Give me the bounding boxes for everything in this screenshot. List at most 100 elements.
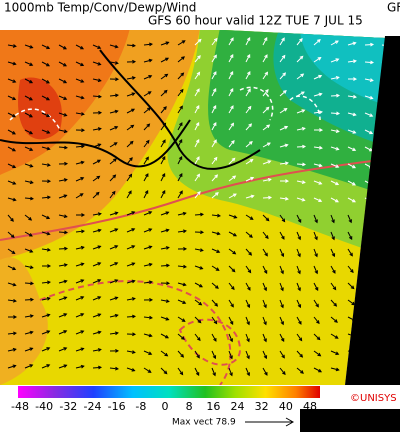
wind-arrow	[160, 57, 169, 63]
wind-arrowhead	[282, 90, 287, 94]
wind-arrow	[347, 282, 355, 289]
wind-arrowhead	[284, 125, 289, 130]
wind-arrow	[24, 364, 33, 369]
wind-arrow	[126, 297, 135, 301]
wind-arrow	[75, 44, 84, 50]
wind-arrowhead	[318, 74, 323, 79]
wind-arrow	[245, 214, 254, 220]
wind-arrow	[92, 348, 101, 352]
wind-arrowhead	[297, 270, 301, 275]
wind-arrow	[347, 60, 356, 63]
wind-arrowhead	[369, 113, 374, 117]
wind-arrow	[75, 246, 84, 250]
wind-arrow	[279, 282, 284, 291]
wind-arrow	[109, 279, 118, 284]
wind-arrowhead	[64, 161, 69, 166]
wind-arrowhead	[165, 334, 169, 339]
wind-arrowhead	[264, 54, 268, 59]
wind-arrow	[228, 333, 233, 342]
wind-arrow	[75, 348, 84, 352]
wind-arrowhead	[115, 349, 120, 353]
wind-arrow	[245, 88, 251, 97]
wind-arrowhead	[314, 219, 318, 224]
wind-arrowhead	[114, 279, 119, 283]
wind-arrow	[58, 214, 67, 218]
wind-arrow	[279, 197, 288, 200]
wind-arrowhead	[178, 155, 183, 160]
wind-arrow	[126, 280, 135, 284]
wind-arrow	[58, 313, 67, 318]
wind-arrowhead	[97, 313, 102, 317]
wind-arrow	[279, 265, 284, 274]
wind-arrow	[279, 214, 286, 222]
wind-arrow	[262, 367, 268, 376]
wind-arrowhead	[263, 36, 268, 41]
wind-arrow	[126, 350, 135, 353]
wind-arrowhead	[335, 75, 340, 80]
wind-arrow	[24, 146, 33, 151]
wind-arrowhead	[113, 158, 117, 162]
wind-arrow	[279, 72, 286, 80]
wind-arrow	[296, 299, 301, 308]
wind-arrowhead	[132, 43, 136, 48]
wind-arrowhead	[12, 197, 17, 202]
wind-arrow	[24, 197, 34, 200]
wind-arrow	[262, 214, 270, 221]
wind-arrow	[41, 95, 50, 101]
wind-arrowhead	[132, 332, 137, 337]
wind-arrowhead	[280, 253, 285, 258]
wind-arrowhead	[334, 319, 338, 323]
wind-arrow	[41, 78, 50, 84]
wind-arrow	[262, 107, 270, 114]
wind-arrow	[364, 78, 373, 82]
wind-arrowhead	[233, 215, 238, 219]
wind-arrow	[330, 282, 337, 290]
wind-arrowhead	[318, 181, 323, 185]
wind-arrow	[211, 157, 218, 165]
wind-arrow	[75, 230, 85, 233]
wind-arrow	[7, 299, 16, 302]
wind-arrowhead	[280, 287, 284, 292]
wind-arrowhead	[12, 79, 17, 83]
wind-arrow	[143, 140, 150, 148]
wind-arrow	[7, 332, 17, 335]
wind-arrowhead	[131, 368, 136, 372]
wind-arrow	[330, 146, 339, 150]
wind-arrowhead	[213, 54, 217, 59]
wind-arrowhead	[284, 161, 289, 166]
wind-arrowhead	[46, 296, 51, 301]
wind-arrow	[126, 141, 134, 148]
color-bar	[18, 386, 320, 398]
wind-arrowhead	[249, 159, 254, 163]
wind-arrow	[347, 197, 356, 203]
wind-arrow	[228, 158, 236, 165]
wind-arrowhead	[97, 62, 102, 66]
wind-arrow	[75, 296, 84, 301]
wind-arrow	[262, 282, 267, 291]
wind-arrow	[330, 231, 335, 240]
wind-arrowhead	[97, 245, 102, 249]
wind-arrow	[211, 367, 216, 376]
wind-arrowhead	[280, 321, 284, 326]
wind-arrow	[330, 40, 339, 46]
wind-arrow	[296, 56, 304, 63]
wind-arrow	[7, 348, 16, 352]
wind-arrowhead	[179, 190, 183, 195]
wind-arrowhead	[318, 198, 323, 203]
wind-arrow	[347, 299, 355, 306]
wind-arrow	[313, 146, 322, 149]
wind-arrowhead	[331, 236, 335, 241]
wind-arrowhead	[46, 80, 50, 84]
wind-arrowhead	[212, 372, 216, 377]
wind-arrow	[228, 140, 235, 148]
wind-arrow	[347, 214, 352, 223]
wind-arrowhead	[301, 109, 306, 113]
wind-arrow	[143, 123, 150, 131]
wind-arrowhead	[233, 232, 237, 237]
wind-arrow	[347, 231, 353, 240]
wind-arrowhead	[281, 218, 286, 223]
wind-arrow	[143, 59, 152, 63]
wind-arrowhead	[114, 245, 119, 249]
wind-arrow	[24, 231, 33, 237]
wind-arrowhead	[29, 347, 34, 351]
